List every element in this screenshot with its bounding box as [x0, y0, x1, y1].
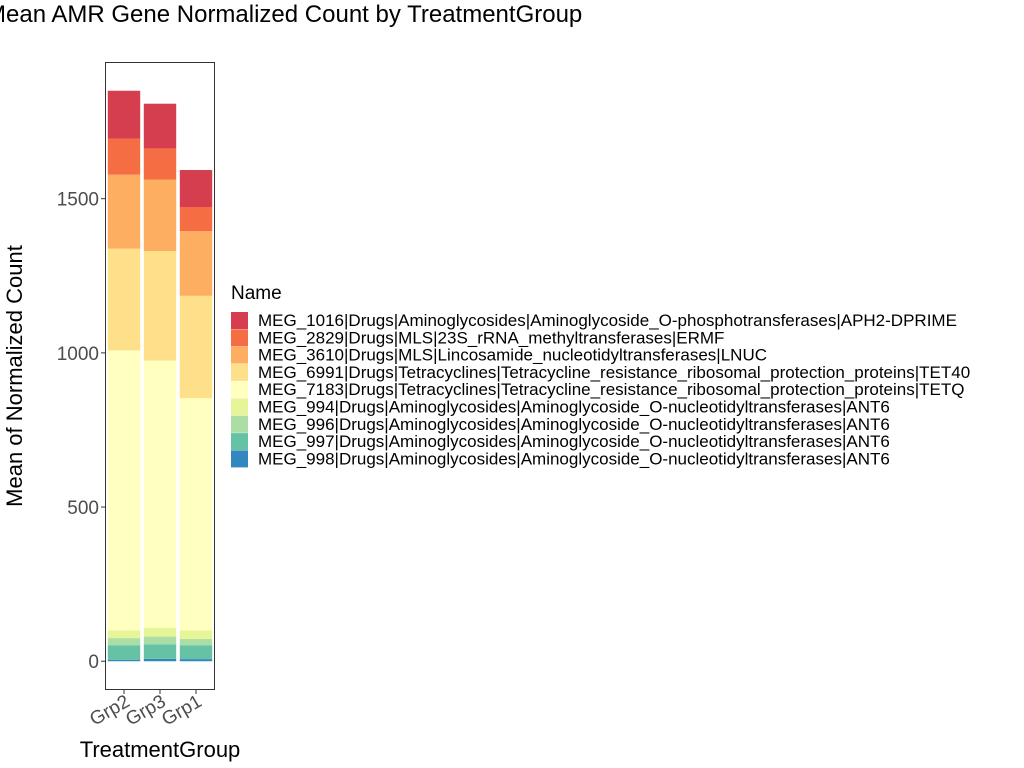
- bar-segment-grp3-9: [143, 658, 177, 662]
- legend-key-9: [231, 450, 248, 468]
- bar-segment-grp3-3: [143, 179, 177, 252]
- bar-segment-grp2-6: [107, 630, 141, 639]
- legend-label-1: MEG_1016|Drugs|Aminoglycosides|Aminoglyc…: [258, 311, 957, 330]
- y-axis-title: Mean of Normalized Count: [2, 245, 27, 507]
- y-tick-label: 1000: [57, 344, 99, 365]
- bar-segment-grp2-7: [107, 638, 141, 646]
- legend-key-2: [231, 329, 248, 347]
- legend-items: MEG_1016|Drugs|Aminoglycosides|Aminoglyc…: [231, 311, 970, 468]
- bar-segment-grp2-2: [107, 138, 141, 175]
- y-axis: 0 500 1000 1500: [57, 190, 106, 673]
- x-axis-title: TreatmentGroup: [80, 737, 241, 762]
- y-tick-label: 1500: [57, 190, 99, 211]
- legend-label-5: MEG_7183|Drugs|Tetracyclines|Tetracyclin…: [258, 380, 964, 399]
- bar-segment-grp1-6: [179, 630, 213, 640]
- y-tick-label: 500: [67, 498, 99, 519]
- bar-segment-grp1-3: [179, 231, 213, 296]
- x-tick-label-grp1: Grp1: [158, 691, 205, 730]
- bar-segment-grp2-3: [107, 174, 141, 249]
- y-tick-label: 0: [88, 652, 99, 673]
- legend-key-1: [231, 312, 248, 329]
- legend-key-8: [231, 433, 248, 451]
- legend-label-7: MEG_996|Drugs|Aminoglycosides|Aminoglyco…: [258, 415, 890, 434]
- legend-key-3: [231, 346, 248, 364]
- legend: Name MEG_1016|Drugs|Aminoglycosides|Amin…: [231, 283, 970, 468]
- legend-key-5: [231, 381, 248, 399]
- legend-label-6: MEG_994|Drugs|Aminoglycosides|Aminoglyco…: [258, 398, 890, 417]
- legend-title: Name: [231, 283, 282, 304]
- legend-key-4: [231, 363, 248, 381]
- bar-segment-grp3-8: [143, 644, 177, 659]
- bar-segment-grp2-9: [107, 659, 141, 662]
- legend-label-4: MEG_6991|Drugs|Tetracyclines|Tetracyclin…: [258, 363, 970, 382]
- bar-segment-grp1-2: [179, 207, 213, 232]
- bar-segment-grp1-8: [179, 645, 213, 660]
- bar-segment-grp3-7: [143, 636, 177, 645]
- bar-segment-grp1-7: [179, 639, 213, 646]
- legend-label-8: MEG_997|Drugs|Aminoglycosides|Aminoglyco…: [258, 432, 890, 451]
- bar-segment-grp1-1: [179, 170, 213, 208]
- bars-layer: [107, 90, 213, 662]
- legend-label-3: MEG_3610|Drugs|MLS|Lincosamide_nucleotid…: [258, 346, 767, 365]
- bar-segment-grp1-5: [179, 398, 213, 631]
- bar-segment-grp3-5: [143, 360, 177, 628]
- bar-segment-grp2-4: [107, 248, 141, 351]
- bar-segment-grp2-1: [107, 90, 141, 139]
- bar-segment-grp3-6: [143, 627, 177, 637]
- legend-label-9: MEG_998|Drugs|Aminoglycosides|Aminoglyco…: [258, 449, 890, 468]
- bar-segment-grp1-9: [179, 659, 213, 662]
- bar-segment-grp2-8: [107, 645, 141, 660]
- bar-segment-grp2-5: [107, 350, 141, 631]
- legend-key-7: [231, 415, 248, 433]
- bar-segment-grp3-2: [143, 148, 177, 180]
- legend-key-6: [231, 398, 248, 416]
- legend-label-2: MEG_2829|Drugs|MLS|23S_rRNA_methyltransf…: [258, 328, 724, 347]
- bar-segment-grp3-4: [143, 251, 177, 361]
- bar-segment-grp1-4: [179, 295, 213, 399]
- chart-title: Mean AMR Gene Normalized Count by Treatm…: [0, 1, 582, 28]
- bar-segment-grp3-1: [143, 103, 177, 149]
